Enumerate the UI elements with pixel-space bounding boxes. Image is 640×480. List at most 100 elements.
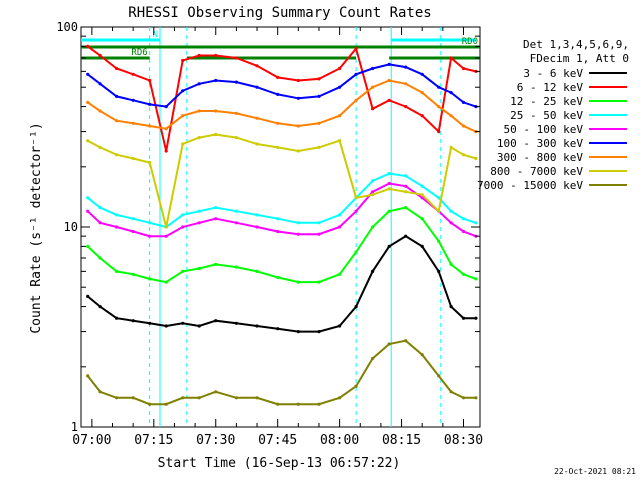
data-point	[371, 225, 375, 229]
data-point	[461, 272, 466, 276]
flag-label-n: N	[153, 30, 158, 40]
data-point	[404, 65, 408, 69]
series-line	[87, 172, 477, 229]
data-point	[338, 213, 342, 217]
data-point	[197, 221, 201, 225]
data-point	[234, 56, 238, 60]
data-point	[276, 145, 280, 149]
data-point	[164, 127, 168, 131]
series-3	[86, 172, 478, 229]
data-point	[197, 396, 201, 400]
data-point	[234, 80, 238, 84]
data-point	[234, 209, 238, 213]
data-point	[420, 244, 424, 248]
x-tick-label: 07:45	[258, 433, 297, 448]
data-point	[338, 396, 342, 400]
data-point	[276, 217, 280, 221]
data-point	[387, 187, 391, 191]
data-point	[317, 330, 321, 334]
legend-entry-label: 800 - 7000 keV	[490, 165, 583, 178]
data-point	[98, 221, 102, 225]
data-point	[255, 116, 259, 120]
data-point	[296, 330, 300, 334]
series-4	[86, 181, 478, 238]
series-0	[86, 234, 478, 334]
data-point	[234, 136, 238, 140]
data-point	[338, 114, 342, 118]
data-point	[148, 102, 152, 106]
data-point	[404, 206, 408, 210]
data-point	[115, 94, 119, 98]
data-point	[461, 217, 466, 221]
data-point	[276, 121, 280, 125]
data-point	[181, 142, 185, 146]
data-point	[296, 221, 300, 225]
data-point	[214, 262, 218, 266]
data-point	[98, 256, 102, 260]
data-point	[234, 321, 238, 325]
data-point	[181, 58, 185, 63]
series-7	[86, 132, 478, 229]
y-tick-label: 100	[56, 20, 78, 34]
data-point	[387, 98, 391, 102]
data-point	[115, 269, 119, 273]
data-point	[404, 174, 408, 178]
series-8	[86, 339, 478, 406]
data-point	[148, 277, 152, 281]
data-point	[98, 109, 102, 113]
series-line	[86, 339, 476, 406]
data-point	[449, 209, 453, 213]
data-point	[404, 82, 408, 86]
data-point	[214, 109, 218, 113]
legend-entry-label: 300 - 800 keV	[497, 151, 583, 164]
data-point	[86, 139, 90, 143]
data-point	[371, 85, 375, 89]
data-point	[276, 275, 280, 279]
data-point	[474, 316, 478, 320]
data-point	[404, 105, 408, 109]
data-point	[461, 124, 466, 128]
data-point	[338, 85, 342, 89]
data-point	[131, 156, 135, 161]
legend-entry-label: 7000 - 15000 keV	[477, 179, 583, 192]
data-point	[148, 321, 152, 325]
data-point	[354, 209, 358, 213]
data-point	[276, 229, 280, 234]
series-2	[86, 206, 478, 284]
x-axis-label: Start Time (16-Sep-13 06:57:22)	[158, 456, 401, 471]
data-point	[461, 316, 466, 320]
data-point	[354, 72, 358, 76]
data-point	[338, 139, 342, 143]
x-tick-label: 07:15	[134, 433, 173, 448]
data-point	[420, 184, 424, 188]
data-point	[461, 100, 466, 104]
data-point	[115, 316, 119, 320]
data-point	[449, 145, 453, 149]
data-point	[296, 124, 300, 128]
plot-area: N RD0 RD6	[81, 27, 480, 427]
data-point	[131, 396, 135, 400]
data-point	[437, 196, 441, 200]
data-point	[131, 98, 135, 102]
data-point	[148, 402, 152, 406]
data-point	[148, 161, 152, 165]
data-point	[449, 221, 453, 225]
data-point	[115, 213, 119, 217]
series-line	[87, 206, 477, 284]
legend-entry-label: 12 - 25 keV	[510, 95, 583, 108]
data-point	[86, 244, 90, 248]
x-tick-label: 08:15	[382, 433, 421, 448]
data-point	[354, 250, 358, 254]
data-point	[437, 239, 441, 243]
data-point	[98, 145, 102, 149]
data-point	[317, 121, 321, 125]
data-point	[115, 225, 119, 229]
data-point	[131, 72, 135, 76]
legend-entry-label: 6 - 12 keV	[517, 81, 584, 94]
series-line	[87, 45, 477, 152]
data-point	[181, 89, 185, 93]
data-point	[474, 156, 478, 161]
data-point	[234, 265, 238, 269]
data-point	[317, 280, 321, 284]
